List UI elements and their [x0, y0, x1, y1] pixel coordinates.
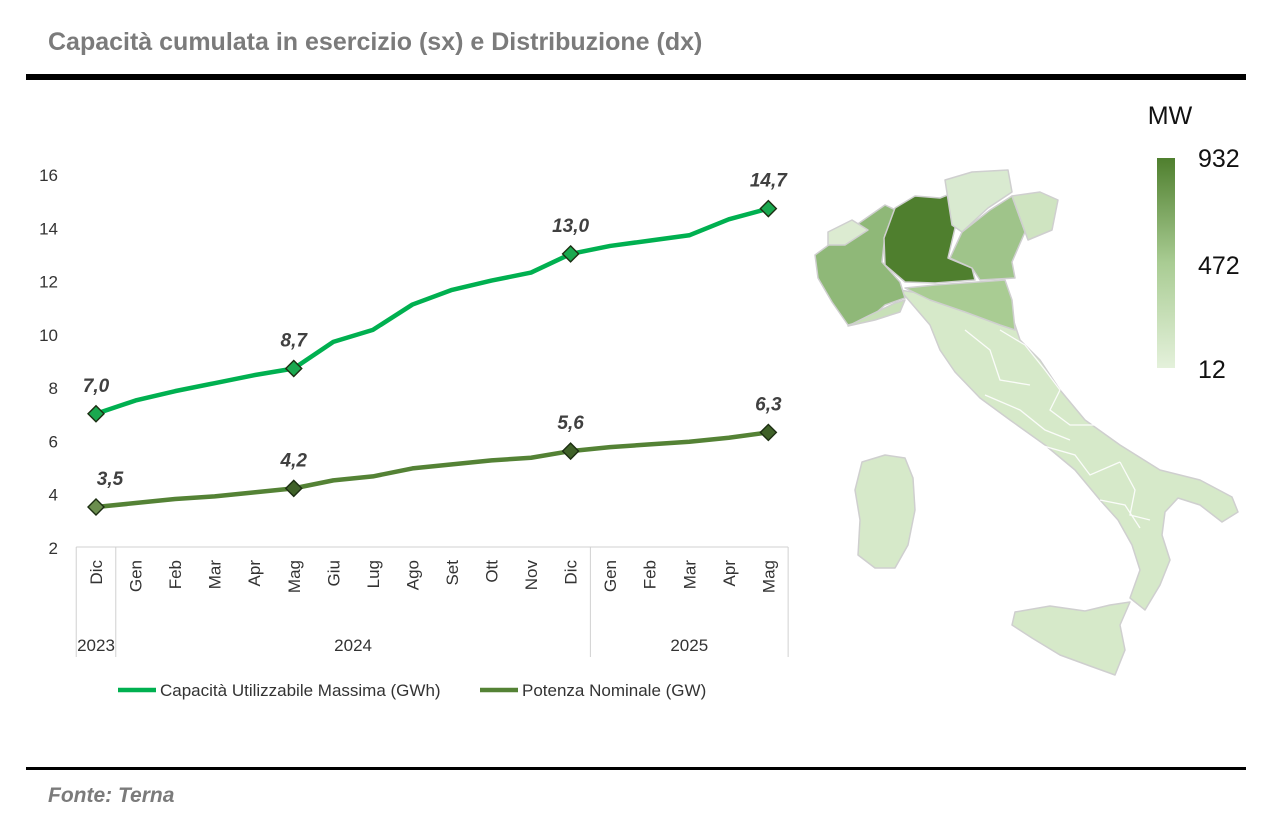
y-tick-label: 8 — [49, 379, 58, 398]
map-region-piemonte — [814, 204, 906, 326]
legend-item-label: Potenza Nominale (GW) — [522, 681, 706, 700]
x-tick-label: Feb — [641, 560, 660, 589]
map-region-friuli — [1011, 191, 1059, 241]
scale-unit-label: MW — [1148, 102, 1193, 130]
x-tick-label: Apr — [720, 560, 739, 587]
line-chart: 2 4 6 8 10 12 14 16 Dic Gen Feb Mar Apr Mag Giu Lug Ago S… — [39, 166, 789, 700]
map-region-emilia — [904, 279, 1016, 331]
x-tick-label: Giu — [324, 560, 343, 586]
source-note: Fonte: Terna — [48, 784, 175, 807]
x-year-label: 2025 — [670, 636, 708, 655]
data-label: 14,7 — [750, 171, 788, 192]
x-tick-label: Mag — [285, 560, 304, 593]
x-tick-label: Apr — [245, 560, 264, 587]
data-point-marker — [759, 199, 778, 218]
x-tick-label: Mag — [759, 560, 778, 593]
x-year-label: 2024 — [334, 636, 372, 655]
y-tick-label: 4 — [49, 486, 58, 505]
y-tick-label: 12 — [39, 273, 58, 292]
map-region-sicilia — [1011, 601, 1131, 676]
map-region-liguria — [847, 299, 906, 327]
y-tick-label: 10 — [39, 326, 58, 345]
data-point-marker — [87, 404, 105, 423]
map-region-valle-aosta — [827, 219, 869, 246]
top-divider — [26, 74, 1246, 80]
italy-map-shape — [814, 169, 1239, 676]
data-label: 13,0 — [552, 216, 589, 237]
x-tick-label: Mar — [680, 560, 699, 590]
italy-region-map: MW 932 472 12 — [814, 102, 1240, 676]
data-point-marker — [284, 359, 303, 378]
scale-max-label: 932 — [1198, 145, 1240, 173]
data-label: 4,2 — [280, 450, 308, 471]
x-tick-label: Feb — [166, 560, 185, 589]
data-label: 7,0 — [83, 376, 110, 397]
data-point-marker — [759, 423, 778, 442]
x-tick-label: Nov — [522, 560, 541, 591]
x-tick-label: Ott — [483, 560, 502, 583]
data-point-marker — [87, 498, 105, 517]
x-tick-label: Gen — [127, 560, 146, 592]
x-year-label: 2023 — [77, 636, 115, 655]
y-tick-label: 2 — [49, 539, 58, 558]
x-tick-label: Mar — [206, 560, 225, 590]
series-line — [93, 430, 771, 510]
map-region-sardegna — [854, 454, 916, 569]
color-scale-bar — [1157, 158, 1175, 368]
x-tick-label: Ago — [403, 560, 422, 590]
legend-item-label: Capacità Utilizzabile Massima (GWh) — [160, 681, 441, 700]
data-point-marker — [284, 479, 303, 498]
y-tick-label: 14 — [39, 219, 58, 238]
map-internal-borders — [964, 329, 1151, 529]
map-region-peninsula — [899, 289, 1239, 611]
series-line — [93, 206, 771, 417]
scale-mid-label: 472 — [1198, 252, 1240, 280]
x-tick-label: Dic — [87, 560, 106, 585]
page-title: Capacità cumulata in esercizio (sx) e Di… — [48, 28, 703, 56]
y-tick-label: 6 — [49, 432, 58, 451]
data-label: 3,5 — [97, 469, 124, 490]
x-tick-label: Lug — [364, 560, 383, 588]
map-region-veneto — [949, 195, 1026, 281]
map-region-trentino — [944, 169, 1013, 233]
x-tick-label: Gen — [601, 560, 620, 592]
data-point-marker — [561, 244, 580, 263]
x-tick-label: Set — [443, 560, 462, 586]
data-label: 8,7 — [281, 330, 309, 351]
scale-min-label: 12 — [1198, 356, 1226, 384]
bottom-divider — [26, 767, 1246, 770]
data-label: 5,6 — [557, 413, 584, 434]
data-label: 6,3 — [755, 394, 782, 415]
y-tick-label: 16 — [39, 166, 58, 185]
x-tick-label: Dic — [562, 560, 581, 585]
data-point-marker — [561, 442, 580, 461]
